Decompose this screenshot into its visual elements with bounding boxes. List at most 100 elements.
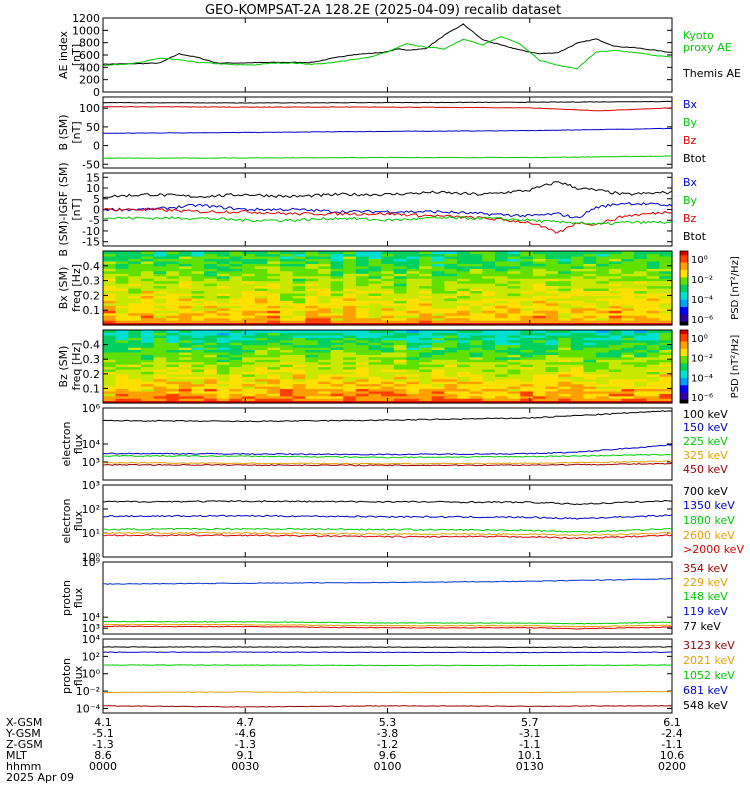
spectrogram-cell — [532, 307, 547, 311]
spectrogram-cell — [292, 339, 306, 343]
spectrogram-cell — [140, 368, 155, 372]
spectrogram-cell — [381, 334, 395, 338]
spectrogram-cell — [520, 371, 534, 375]
spectrogram-cell — [140, 398, 155, 402]
spectrogram-cell — [520, 361, 534, 365]
spectrogram-cell — [570, 337, 585, 341]
y-tick-label: 0.2 — [83, 289, 101, 302]
spectrogram-cell — [457, 300, 471, 304]
spectrogram-cell — [583, 263, 597, 267]
spectrogram-cell — [457, 395, 471, 399]
spectrogram-cell — [646, 260, 660, 264]
spectrogram-cell — [216, 337, 231, 341]
spectrogram-cell — [204, 275, 218, 279]
spectrogram-cell — [532, 265, 547, 269]
spectrogram-cell — [166, 295, 180, 299]
spectrogram-cell — [608, 354, 623, 358]
spectrogram-cell — [659, 351, 673, 355]
spectrogram-cell — [507, 285, 521, 289]
spectrogram-cell — [140, 307, 155, 311]
spectrogram-cell — [153, 334, 167, 338]
spectrogram-cell — [153, 349, 167, 353]
spectrogram-cell — [482, 344, 496, 348]
legend-entry: 225 keV — [683, 435, 728, 448]
spectrogram-cell — [242, 270, 256, 274]
spectrogram-cell — [621, 265, 635, 269]
legend-entry: Bz — [683, 212, 697, 225]
spectrogram-cell — [254, 305, 268, 309]
spectrogram-cell — [343, 342, 357, 346]
spectrogram-cell — [406, 354, 420, 358]
spectrogram-cell — [280, 297, 294, 301]
spectrogram-cell — [431, 268, 445, 272]
spectrogram-cell — [393, 268, 408, 272]
spectrogram-cell — [254, 347, 268, 351]
colorbar-tick-label: 10⁻⁴ — [691, 295, 713, 306]
spectrogram-cell — [305, 302, 319, 306]
spectrogram-cell — [646, 342, 660, 346]
spectrogram-cell — [204, 361, 218, 365]
spectrogram-cell — [355, 283, 370, 287]
spectrogram-cell — [545, 351, 559, 355]
spectrogram-cell — [103, 344, 117, 348]
spectrogram-cell — [507, 258, 521, 262]
spectrogram-cell — [570, 273, 585, 277]
spectrogram-cell — [242, 265, 256, 269]
spectrogram-cell — [659, 376, 673, 380]
spectrogram-cell — [381, 273, 395, 277]
spectrogram-cell — [191, 292, 205, 296]
spectrogram-cell — [216, 342, 231, 346]
spectrogram-cell — [482, 307, 496, 311]
spectrogram-cell — [140, 330, 155, 334]
spectrogram-cell — [469, 273, 483, 277]
spectrogram-cell — [317, 393, 332, 397]
spectrogram-cell — [494, 342, 509, 346]
spectrogram-cell — [406, 297, 420, 301]
spectrogram-cell — [583, 381, 597, 385]
spectrogram-cell — [494, 258, 509, 262]
spectrogram-cell — [507, 283, 521, 287]
spectrogram-cell — [596, 398, 610, 402]
spectrogram-cell — [128, 344, 142, 348]
spectrogram-cell — [558, 334, 572, 338]
spectrogram-cell — [596, 315, 610, 319]
spectrogram-cell — [267, 376, 281, 380]
spectrogram-cell — [659, 395, 673, 399]
spectrogram-cell — [343, 285, 357, 289]
spectrogram-cell — [431, 395, 445, 399]
spectrogram-cell — [242, 383, 256, 387]
spectrogram-cell — [330, 317, 344, 321]
spectrogram-cell — [305, 381, 319, 385]
spectrogram-cell — [191, 356, 205, 360]
spectrogram-cell — [419, 337, 433, 341]
spectrogram-cell — [292, 270, 306, 274]
spectrogram-cell — [292, 265, 306, 269]
spectrogram-cell — [520, 344, 534, 348]
spectrogram-cell — [343, 273, 357, 277]
spectrogram-cell — [317, 290, 332, 294]
spectrogram-cell — [330, 263, 344, 267]
spectrogram-cell — [532, 383, 547, 387]
spectrogram-cell — [381, 344, 395, 348]
colorbar-segment — [680, 265, 688, 269]
spectrogram-cell — [305, 332, 319, 336]
spectrogram-cell — [343, 290, 357, 294]
spectrogram-cell — [128, 288, 142, 292]
series-line-1052-kev — [102, 664, 673, 667]
spectrogram-cell — [140, 334, 155, 338]
spectrogram-cell — [469, 371, 483, 375]
spectrogram-cell — [191, 275, 205, 279]
spectrogram-cell — [457, 388, 471, 392]
spectrogram-cell — [292, 285, 306, 289]
spectrogram-cell — [608, 285, 623, 289]
y-tick-label: 10² — [82, 650, 100, 663]
spectrogram-cell — [355, 371, 370, 375]
colorbar-segment — [680, 312, 688, 315]
spectrogram-cell — [406, 251, 420, 255]
spectrogram-cell — [242, 275, 256, 279]
spectrogram-cell — [532, 258, 547, 262]
spectrogram-cell — [267, 317, 281, 321]
spectrogram-cell — [545, 320, 559, 324]
spectrogram-cell — [393, 356, 408, 360]
spectrogram-cell — [292, 305, 306, 309]
